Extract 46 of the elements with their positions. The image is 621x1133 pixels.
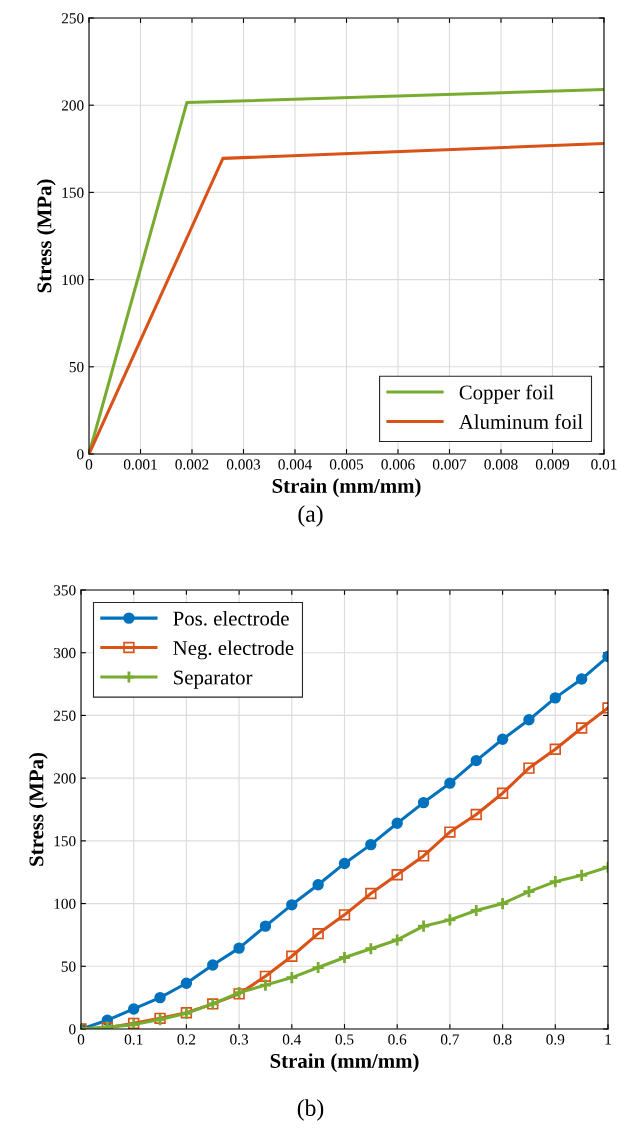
legend-label: Aluminum foil bbox=[458, 414, 583, 429]
x-tick-label: 0.6 bbox=[388, 1034, 407, 1045]
x-tick-label: 0 bbox=[85, 459, 93, 470]
x-tick-label: 0.005 bbox=[329, 459, 364, 470]
y-tick-label: 150 bbox=[54, 836, 76, 847]
legend-label: Pos. electrode bbox=[173, 610, 289, 626]
x-tick-label: 0.7 bbox=[440, 1034, 460, 1045]
x-tick-label: 0.008 bbox=[484, 459, 518, 470]
legend-label: Neg. electrode bbox=[173, 640, 294, 660]
y-tick-label: 100 bbox=[54, 898, 76, 910]
y-tick-label: 0 bbox=[77, 449, 84, 460]
y-axis-title: Stress (MPa) bbox=[36, 179, 56, 293]
x-tick-label: 0.4 bbox=[282, 1034, 302, 1045]
x-tick-label: 0.8 bbox=[493, 1034, 512, 1045]
x-tick-label: 0.009 bbox=[535, 459, 570, 470]
y-tick-label: 200 bbox=[61, 100, 84, 111]
x-tick-label: 0.006 bbox=[381, 459, 415, 470]
y-tick-label: 250 bbox=[53, 710, 76, 721]
x-tick-label: 0.9 bbox=[546, 1034, 565, 1045]
y-tick-label: 100 bbox=[62, 274, 84, 286]
x-tick-label: 0.007 bbox=[432, 459, 467, 470]
y-tick-label: 150 bbox=[62, 187, 84, 198]
y-tick-label: 50 bbox=[69, 361, 84, 373]
y-tick-label: 350 bbox=[53, 585, 76, 596]
y-tick-label: 200 bbox=[53, 773, 76, 784]
x-tick-label: 0.01 bbox=[591, 459, 617, 470]
text: (a) bbox=[298, 505, 323, 527]
y-tick-label: 300 bbox=[53, 647, 76, 659]
x-tick-label: 1 bbox=[605, 1034, 611, 1045]
x-axis-title: Strain (mm/mm) bbox=[272, 478, 421, 498]
x-tick-label: 0.002 bbox=[175, 459, 209, 470]
x-tick-label: 0.1 bbox=[124, 1034, 143, 1045]
x-tick-label: 0.2 bbox=[177, 1034, 196, 1045]
x-tick-label: 0.5 bbox=[335, 1034, 354, 1045]
text: (b) bbox=[297, 1099, 324, 1121]
legend-label: Separator bbox=[174, 670, 253, 689]
x-axis-title: Strain (mm/mm) bbox=[270, 1053, 419, 1073]
y-tick-label: 0 bbox=[69, 1024, 76, 1035]
y-tick-label: 50 bbox=[61, 961, 76, 972]
x-tick-label: 0.003 bbox=[226, 459, 261, 470]
x-tick-label: 0.3 bbox=[230, 1034, 249, 1045]
legend-label: Copper foil bbox=[459, 384, 554, 404]
y-tick-label: 250 bbox=[61, 13, 84, 24]
x-tick-label: 0.004 bbox=[278, 459, 312, 470]
x-tick-label: 0.001 bbox=[123, 459, 157, 470]
y-axis-title: Stress (MPa) bbox=[28, 753, 48, 866]
